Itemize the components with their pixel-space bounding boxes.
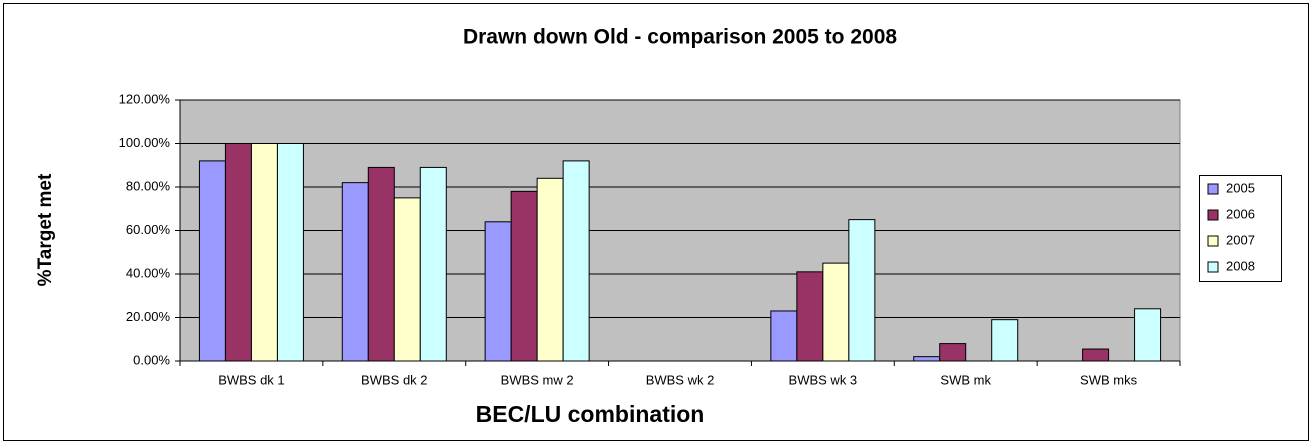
bar: [419, 166, 447, 362]
y-tick-label: 0.00%: [133, 352, 170, 367]
legend-swatch: [1207, 209, 1219, 221]
bar: [250, 143, 278, 362]
bar: [510, 190, 538, 362]
y-tick-label: 120.00%: [119, 91, 171, 106]
y-tick-label: 100.00%: [119, 135, 171, 150]
y-tick-label: 60.00%: [126, 222, 171, 237]
bar: [224, 143, 252, 362]
legend-label: 2005: [1226, 180, 1255, 195]
x-tick-label: BWBS dk 1: [218, 372, 284, 387]
bar: [991, 319, 1019, 362]
legend-swatch: [1207, 261, 1219, 273]
x-tick-label: SWB mks: [1080, 372, 1138, 387]
bar: [822, 262, 850, 362]
x-tick-label: BWBS wk 3: [789, 372, 858, 387]
y-tick-label: 40.00%: [126, 265, 171, 280]
bar: [770, 310, 798, 362]
bar: [393, 197, 421, 362]
legend-label: 2008: [1226, 258, 1255, 273]
legend-label: 2006: [1226, 206, 1255, 221]
chart-title: Drawn down Old - comparison 2005 to 2008: [463, 26, 897, 49]
bar: [484, 221, 512, 362]
y-axis-title: %Target met: [35, 173, 56, 286]
bar: [913, 356, 941, 362]
legend-label: 2007: [1226, 232, 1255, 247]
bar: [536, 177, 564, 362]
x-tick-label: BWBS mw 2: [501, 372, 574, 387]
bar: [1134, 308, 1162, 362]
legend-swatch: [1207, 235, 1219, 247]
bar: [796, 271, 824, 362]
y-tick-label: 80.00%: [126, 178, 171, 193]
bar: [341, 182, 369, 362]
x-tick-label: SWB mk: [940, 372, 991, 387]
bar: [1082, 348, 1110, 362]
x-tick-label: BWBS dk 2: [361, 372, 427, 387]
bar: [848, 219, 876, 362]
x-tick-label: BWBS wk 2: [646, 372, 715, 387]
bar: [939, 343, 967, 362]
legend-swatch: [1207, 183, 1219, 195]
y-tick-label: 20.00%: [126, 309, 171, 324]
bar: [367, 166, 395, 362]
x-axis-title: BEC/LU combination: [476, 401, 705, 427]
bar: [562, 160, 590, 362]
bar: [276, 143, 304, 362]
bar: [198, 160, 226, 362]
